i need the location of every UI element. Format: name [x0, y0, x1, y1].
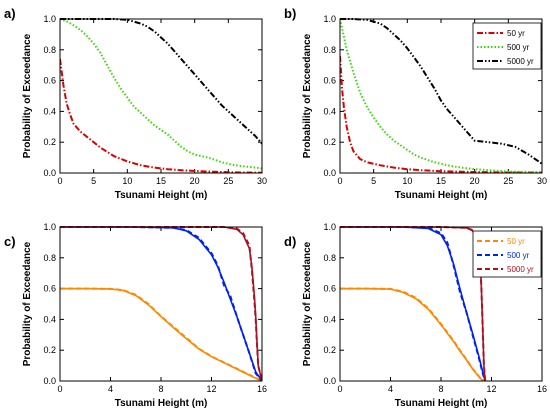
- y-tick-label: 0.6: [323, 284, 336, 294]
- legend: 50 yr 500 yr 5000 yr: [472, 230, 542, 278]
- series-group: [60, 226, 262, 381]
- panel-letter: d): [284, 234, 296, 249]
- y-axis-label: Probability of Exceedance: [22, 241, 33, 366]
- plot-frame: [59, 18, 263, 174]
- y-tick-label: 1.0: [323, 222, 336, 232]
- x-tick-label: 0: [337, 384, 342, 394]
- y-tick-label: 1.0: [43, 222, 56, 232]
- y-tick-label: 0.8: [43, 253, 56, 263]
- y-tick-label: 0.4: [43, 106, 56, 116]
- x-tick-label: 20: [470, 176, 480, 186]
- series-line: [60, 58, 262, 173]
- y-axis-label: Probability of Exceedance: [22, 33, 33, 158]
- legend-box: [472, 230, 542, 278]
- series-group: [60, 18, 262, 173]
- y-tick-label: 0.8: [43, 45, 56, 55]
- y-tick-label: 0.4: [323, 106, 336, 116]
- legend-label: 500 yr: [507, 251, 530, 260]
- panel-letter: b): [284, 6, 296, 21]
- series-fit-line: [60, 287, 262, 381]
- y-axis-label: Probability of Exceedance: [302, 241, 313, 366]
- series-line: [60, 18, 262, 145]
- y-tick-label: 0.6: [43, 76, 56, 86]
- series-line: [340, 18, 542, 165]
- x-tick-label: 5: [91, 176, 96, 186]
- x-tick-label: 25: [223, 176, 233, 186]
- series-line: [340, 18, 542, 173]
- x-tick-label: 30: [257, 176, 267, 186]
- x-axis-label: Tsunami Height (m): [395, 398, 488, 409]
- panel-3: c) 0 4 8 12 16 0.0 0.2 0.4 0.6 0.8 1.0 Tsunami Heigh…: [4, 222, 267, 409]
- y-tick-label: 1.0: [323, 14, 336, 24]
- x-tick-label: 0: [57, 176, 62, 186]
- legend: 50 yr 500 yr 5000 yr: [472, 22, 542, 70]
- x-tick-label: 16: [537, 384, 547, 394]
- y-tick-label: 1.0: [43, 14, 56, 24]
- x-tick-label: 15: [156, 176, 166, 186]
- y-tick-label: 0.2: [323, 137, 336, 147]
- panel-2: b) 0 5 10 15 20 25 30 0.0 0.2 0.4 0.6 0.8 1.0 Tsunami …: [284, 6, 547, 201]
- y-tick-label: 0.0: [43, 168, 56, 178]
- y-tick-label: 0.8: [323, 253, 336, 263]
- series-line: [60, 18, 262, 170]
- legend-label: 5000 yr: [507, 265, 534, 274]
- x-axis-label: Tsunami Height (m): [115, 190, 208, 201]
- x-tick-label: 15: [436, 176, 446, 186]
- x-tick-label: 8: [158, 384, 163, 394]
- legend-label: 5000 yr: [507, 57, 534, 66]
- x-tick-label: 8: [438, 384, 443, 394]
- legend-label: 50 yr: [507, 237, 525, 246]
- plot-frame: [59, 226, 263, 382]
- series-fit-line: [340, 226, 486, 381]
- series-group: [340, 18, 542, 173]
- x-tick-label: 12: [206, 384, 216, 394]
- x-tick-label: 5: [371, 176, 376, 186]
- x-tick-label: 20: [190, 176, 200, 186]
- legend-label: 500 yr: [507, 43, 530, 52]
- x-tick-label: 30: [537, 176, 547, 186]
- series-fit-line: [340, 287, 486, 381]
- x-tick-label: 0: [337, 176, 342, 186]
- y-tick-label: 0.0: [323, 168, 336, 178]
- y-axis-label: Probability of Exceedance: [302, 33, 313, 158]
- x-tick-label: 16: [257, 384, 267, 394]
- y-tick-label: 0.2: [43, 137, 56, 147]
- y-tick-label: 0.6: [323, 76, 336, 86]
- x-tick-label: 10: [122, 176, 132, 186]
- panel-letter: c): [4, 234, 16, 249]
- x-tick-label: 12: [486, 384, 496, 394]
- series-fit-line: [60, 226, 262, 381]
- y-tick-label: 0.2: [43, 345, 56, 355]
- x-tick-label: 10: [402, 176, 412, 186]
- plot-frame: [339, 226, 543, 382]
- y-tick-label: 0.0: [323, 376, 336, 386]
- x-tick-label: 0: [57, 384, 62, 394]
- x-tick-label: 4: [108, 384, 113, 394]
- y-tick-label: 0.6: [43, 284, 56, 294]
- x-tick-label: 25: [503, 176, 513, 186]
- panel-letter: a): [4, 6, 16, 21]
- y-tick-label: 0.4: [323, 314, 336, 324]
- x-tick-label: 4: [388, 384, 393, 394]
- panel-4: d) 0 4 8 12 16 0.0 0.2 0.4 0.6 0.8 1.0 Tsunami Heigh…: [284, 222, 547, 409]
- x-axis-label: Tsunami Height (m): [115, 398, 208, 409]
- series-line: [340, 55, 542, 173]
- x-axis-label: Tsunami Height (m): [395, 190, 488, 201]
- panel-1: a) 0 5 10 15 20 25 30 0.0 0.2 0.4 0.6 0.8 1.0 Tsunami …: [4, 6, 267, 201]
- y-tick-label: 0.0: [43, 376, 56, 386]
- legend-label: 50 yr: [507, 29, 525, 38]
- y-tick-label: 0.8: [323, 45, 336, 55]
- y-tick-label: 0.4: [43, 314, 56, 324]
- y-tick-label: 0.2: [323, 345, 336, 355]
- plot-frame: [339, 18, 543, 174]
- series-group: [340, 226, 487, 381]
